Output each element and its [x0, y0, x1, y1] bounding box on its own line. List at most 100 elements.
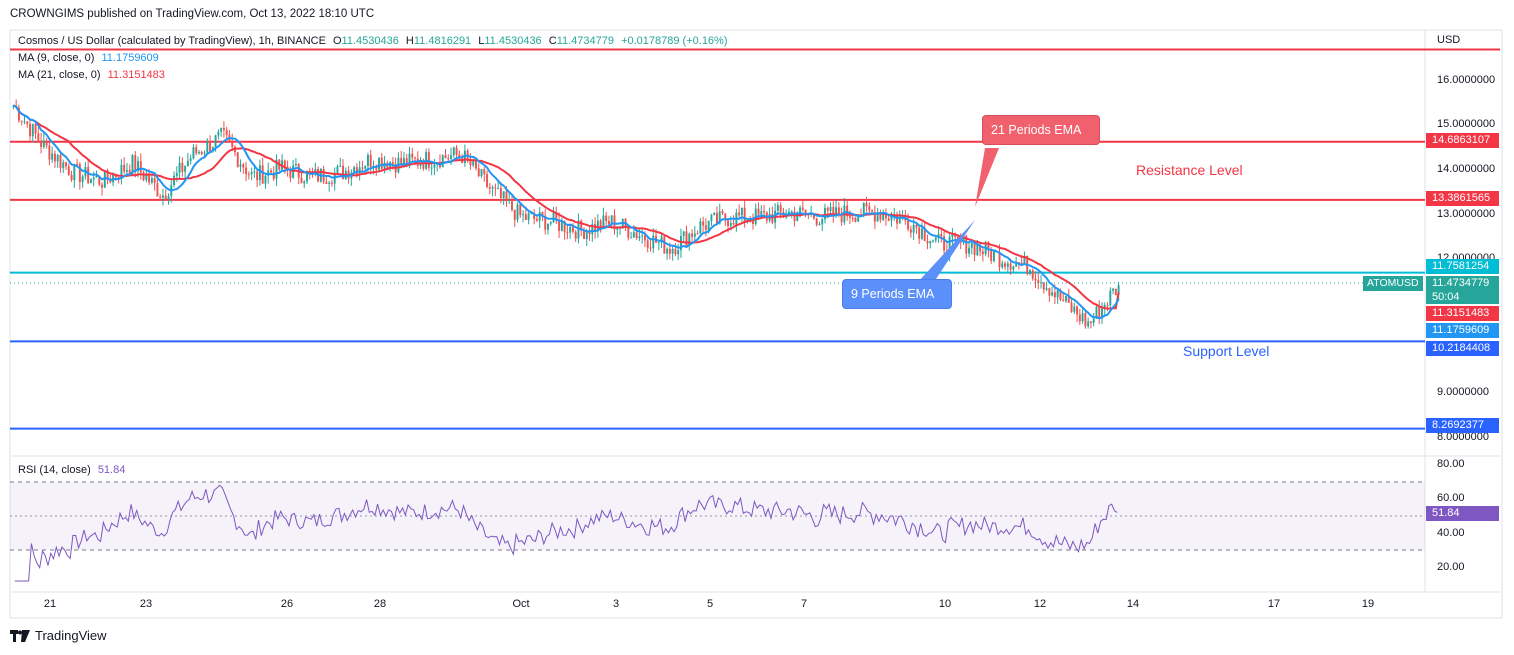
candle-body — [607, 220, 610, 225]
candle-body — [801, 207, 804, 210]
publisher-line: CROWNGIMS published on TradingView.com, … — [10, 8, 375, 20]
candle-body — [486, 174, 489, 187]
candle-body — [879, 213, 882, 220]
candle-body — [203, 152, 206, 154]
candle-body — [940, 234, 943, 237]
rsi-band — [10, 482, 1425, 550]
candle-body — [884, 214, 887, 219]
candle-body — [505, 191, 508, 202]
candle-body — [1015, 262, 1018, 267]
candle-body — [522, 214, 525, 216]
candle-body — [78, 164, 81, 183]
ma21-legend-value: 11.3151483 — [107, 69, 165, 81]
candle-body — [1053, 292, 1056, 298]
candle-body — [361, 167, 364, 169]
candle-body — [627, 226, 630, 238]
ma9-legend: MA (9, close, 0) 11.1759609 — [18, 52, 159, 64]
currency-label: USD — [1437, 34, 1461, 46]
candle-body — [688, 233, 691, 246]
candle-body — [62, 162, 65, 168]
candle-body — [1042, 282, 1045, 290]
candle-body — [760, 211, 763, 215]
candle-body — [663, 236, 666, 254]
candle-body — [743, 207, 746, 222]
candle-body — [164, 195, 167, 199]
resistance-annotation: Resistance Level — [1136, 162, 1243, 178]
candle-body — [724, 213, 727, 221]
candle-body — [979, 244, 982, 252]
candle-body — [821, 219, 824, 225]
candle-body — [566, 232, 569, 234]
candle-body — [455, 147, 458, 155]
price-pane — [10, 30, 1425, 455]
candle-body — [873, 211, 876, 222]
ma21-legend: MA (21, close, 0) 11.3151483 — [18, 69, 165, 81]
candle-body — [641, 235, 644, 237]
candle-body — [65, 162, 67, 167]
candle-body — [339, 165, 342, 167]
ema9-callout: 9 Periods EMA — [842, 279, 952, 309]
rsi-legend: RSI (14, close) 51.84 — [18, 464, 125, 476]
candle-body — [732, 222, 735, 225]
candle-body — [898, 216, 901, 224]
candle-body — [150, 178, 153, 183]
ma21-legend-label: MA (21, close, 0) — [18, 69, 101, 81]
candle-body — [1056, 289, 1059, 298]
candle-body — [283, 160, 286, 167]
candle-body — [433, 164, 436, 168]
candle-body — [156, 183, 159, 197]
candle-body — [330, 182, 333, 184]
candle-body — [139, 161, 142, 173]
candle-body — [677, 250, 680, 255]
candle-body — [142, 172, 145, 180]
ma9-legend-label: MA (9, close, 0) — [18, 52, 95, 64]
candle-body — [907, 220, 910, 230]
candle-body — [721, 211, 724, 214]
candle-body — [76, 163, 79, 165]
candle-body — [718, 211, 721, 224]
candle-body — [826, 207, 829, 211]
y-tick-9: 9.0000000 — [1437, 386, 1489, 398]
candle-body — [499, 188, 502, 198]
candle-body — [796, 215, 799, 221]
candle-body — [862, 203, 865, 216]
candle-body — [649, 247, 652, 249]
candle-body — [389, 162, 392, 170]
candle-body — [270, 170, 272, 173]
candle-body — [206, 140, 209, 153]
candle-body — [42, 140, 45, 147]
candle-body — [580, 220, 583, 231]
candle-body — [666, 248, 669, 254]
candle-body — [704, 225, 707, 230]
x-tick-28: 28 — [373, 598, 387, 610]
candle-body — [469, 158, 472, 166]
candle-body — [272, 172, 275, 179]
candle-body — [519, 204, 522, 216]
candle-body — [560, 221, 563, 231]
candle-body — [1112, 288, 1115, 291]
ma9-line — [13, 104, 1120, 320]
candle-body — [513, 210, 516, 220]
candle-body — [516, 204, 519, 220]
candle-body — [738, 212, 741, 216]
x-tick-12: 12 — [1033, 598, 1047, 610]
candle-body — [366, 154, 369, 167]
candle-body — [411, 153, 414, 158]
candle-body — [1034, 278, 1037, 281]
candle-body — [857, 215, 860, 222]
candle-body — [422, 163, 425, 169]
candle-body — [804, 209, 807, 215]
candle-body — [195, 147, 198, 154]
candle-body — [444, 155, 447, 159]
ma9-price-label: 11.1759609 — [1426, 323, 1499, 338]
candle-body — [968, 247, 971, 254]
x-tick-21: 21 — [43, 598, 57, 610]
brand-footer[interactable]: TradingView — [10, 628, 107, 643]
candle-body — [848, 216, 851, 218]
candle-body — [40, 140, 43, 147]
candle-body — [45, 140, 48, 146]
open-value: 11.4530436 — [341, 35, 399, 47]
candle-body — [752, 220, 754, 224]
candle-body — [494, 187, 497, 189]
candle-body — [710, 214, 713, 222]
